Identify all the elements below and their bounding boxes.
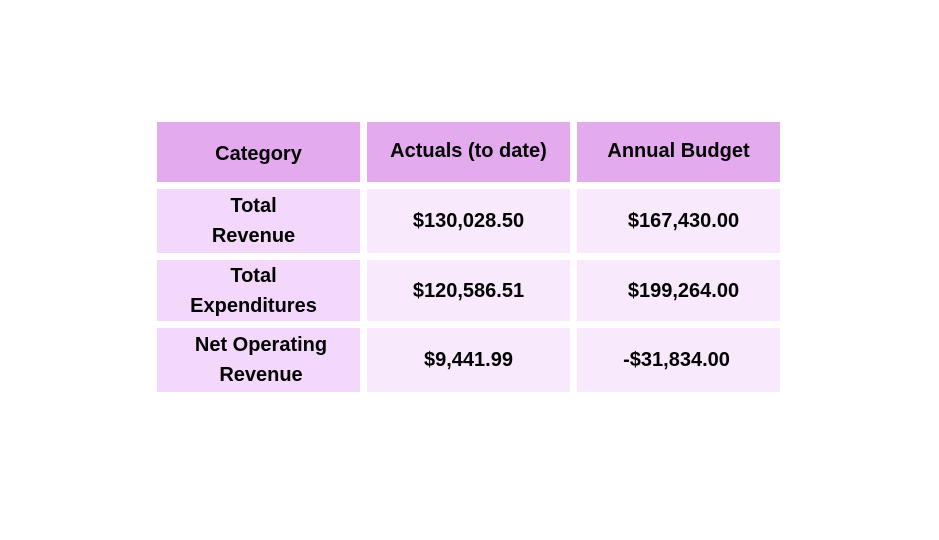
row-budget-cell: $167,430.00	[577, 189, 780, 253]
budget-table: Category Actuals (to date) Annual Budget…	[157, 122, 780, 399]
row-actuals-value: $130,028.50	[412, 210, 525, 232]
header-label-category: Category	[215, 143, 302, 165]
header-label-actuals: Actuals (to date)	[390, 140, 547, 162]
header-cell-category: Category	[157, 122, 360, 182]
row-budget-value: -$31,834.00	[623, 349, 730, 371]
header-cell-budget: Annual Budget	[577, 122, 780, 182]
row-actuals-value: $120,586.51	[412, 279, 525, 302]
row-budget-cell: -$31,834.00	[577, 328, 780, 392]
row-category-cell: Total Expenditures	[157, 260, 360, 321]
row-category-cell: Net Operating Revenue	[157, 328, 360, 392]
row-actuals-cell: $120,586.51	[367, 260, 570, 321]
row-category-label: Total Revenue	[211, 195, 296, 247]
row-actuals-cell: $130,028.50	[367, 189, 570, 253]
table-row: Total Revenue $130,028.50 $167,430.00	[157, 189, 780, 253]
row-budget-value: $199,264.00	[627, 279, 740, 302]
table-row: Net Operating Revenue $9,441.99 -$31,834…	[157, 328, 780, 392]
table-header-row: Category Actuals (to date) Annual Budget	[157, 122, 780, 182]
row-category-label: Total Expenditures	[190, 264, 317, 317]
table-row: Total Expenditures $120,586.51 $199,264.…	[157, 260, 780, 321]
row-category-cell: Total Revenue	[157, 189, 360, 253]
row-category-label: Net Operating Revenue	[194, 334, 328, 386]
row-budget-value: $167,430.00	[627, 210, 740, 232]
row-budget-cell: $199,264.00	[577, 260, 780, 321]
row-actuals-value: $9,441.99	[424, 349, 513, 371]
header-label-budget: Annual Budget	[607, 140, 750, 162]
header-cell-actuals: Actuals (to date)	[367, 122, 570, 182]
row-actuals-cell: $9,441.99	[367, 328, 570, 392]
